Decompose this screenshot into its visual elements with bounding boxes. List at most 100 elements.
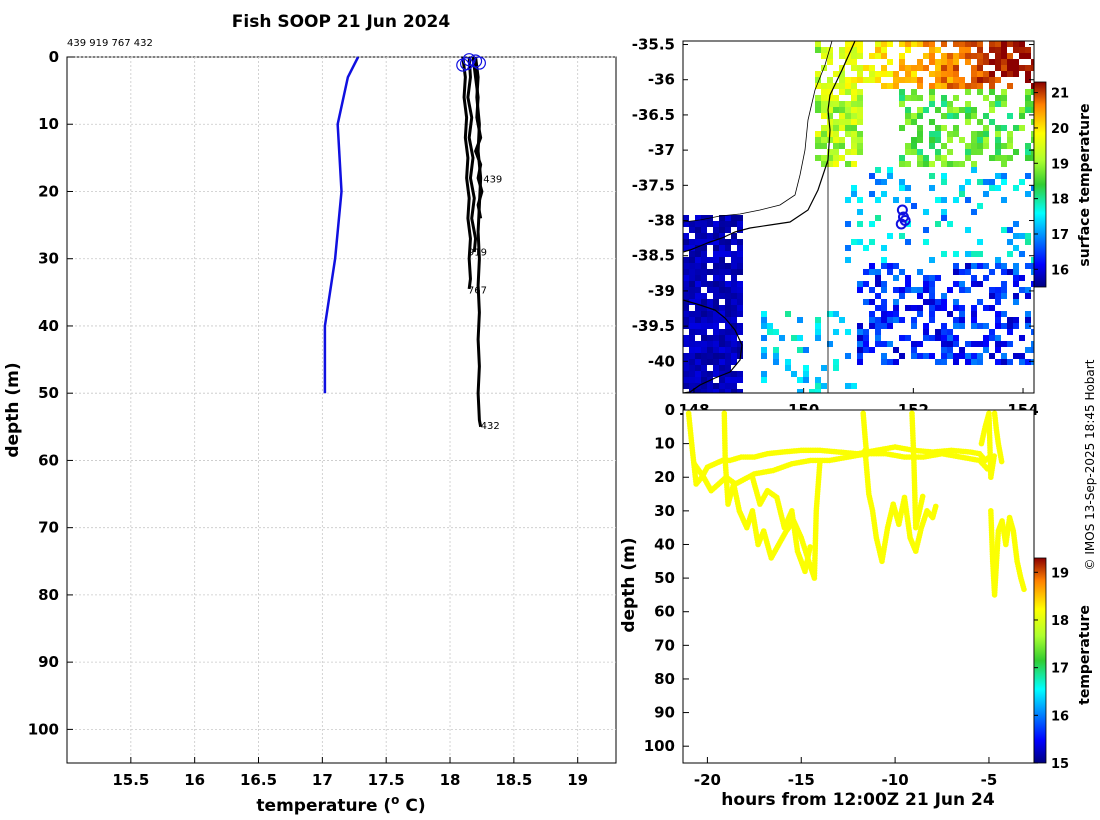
sst-cell [731, 269, 737, 275]
sst-cell [935, 137, 941, 143]
timeseries-y-axis-label: depth (m) [619, 537, 639, 632]
sst-cell [713, 245, 719, 251]
sst-cell [941, 323, 947, 329]
sst-cell [839, 83, 845, 89]
sst-cell [761, 371, 767, 377]
sst-cell [893, 359, 899, 365]
sst-cell [887, 341, 893, 347]
sst-cell [1025, 359, 1031, 365]
sst-cell [839, 53, 845, 59]
sst-cell [833, 71, 839, 77]
profile-y-tick-label: 100 [28, 720, 59, 738]
sst-cell [983, 125, 989, 131]
sst-cell [725, 245, 731, 251]
sst-cell [899, 125, 905, 131]
timeseries-y-tick-label: 70 [654, 636, 675, 654]
profile-x-tick-label: 18.5 [495, 771, 532, 789]
sst-cell [1031, 59, 1034, 65]
sst-cell [683, 353, 689, 359]
sst-cell [959, 311, 965, 317]
profile-label-432: 432 [481, 421, 500, 432]
timeseries-point [817, 460, 823, 466]
sst-cell [935, 329, 941, 335]
sst-cell [1019, 275, 1025, 281]
sst-cell [821, 125, 827, 131]
sst-cell [695, 281, 701, 287]
sst-cell [713, 269, 719, 275]
sst-cell [1007, 323, 1013, 329]
sst-cell [953, 53, 959, 59]
profile-plot: 15.5 16 16.5 17 17.5 18 18.5 19 0 10 20 30 40 50 60 70… [3, 48, 617, 816]
sst-cell [857, 53, 863, 59]
sst-cell [833, 95, 839, 101]
sst-cell [725, 323, 731, 329]
sst-cell [713, 263, 719, 269]
sst-cell [917, 125, 923, 131]
sst-cell [923, 239, 929, 245]
sst-cell [977, 47, 983, 53]
sst-cell [713, 281, 719, 287]
sst-cell [1025, 191, 1031, 197]
sst-cell [917, 269, 923, 275]
sst-cell [839, 65, 845, 71]
sst-cell [701, 353, 707, 359]
sst-cell [911, 317, 917, 323]
sst-cell [773, 353, 779, 359]
sst-cell [1013, 281, 1019, 287]
sst-cell [689, 245, 695, 251]
sst-cell [725, 281, 731, 287]
sst-cell [857, 281, 863, 287]
sst-cell [995, 299, 1001, 305]
sst-cell [995, 143, 1001, 149]
sst-cell [1001, 341, 1007, 347]
sst-cell [1001, 47, 1007, 53]
sst-cell [929, 335, 935, 341]
sst-cell [947, 101, 953, 107]
sst-cell [869, 299, 875, 305]
sst-cell [707, 323, 713, 329]
sst-cell [689, 335, 695, 341]
map-colorbar-tick-label: 19 [1051, 157, 1069, 172]
sst-cell [875, 317, 881, 323]
sst-cell [815, 329, 821, 335]
sst-cell [815, 83, 821, 89]
sst-cell [1025, 149, 1031, 155]
sst-cell [941, 41, 947, 47]
sst-cell [1025, 287, 1031, 293]
sst-cell [857, 149, 863, 155]
sst-cell [707, 371, 713, 377]
sst-cell [911, 347, 917, 353]
sst-cell [935, 107, 941, 113]
timeseries-y-tick-label: 90 [654, 704, 675, 722]
sst-cell [959, 353, 965, 359]
sst-cell [911, 65, 917, 71]
sst-cell [923, 323, 929, 329]
sst-cell [689, 221, 695, 227]
sst-cell [977, 341, 983, 347]
sst-cell [821, 83, 827, 89]
sst-cell [737, 287, 743, 293]
timeseries-point [863, 452, 870, 458]
sst-cell [965, 359, 971, 365]
sst-cell [761, 353, 767, 359]
sst-cell [923, 107, 929, 113]
sst-cell [725, 293, 731, 299]
sst-cell [857, 221, 863, 227]
sst-cell [989, 335, 995, 341]
sst-cell [1031, 359, 1034, 365]
sst-cell [911, 341, 917, 347]
sst-cell [977, 281, 983, 287]
sst-cell [827, 113, 833, 119]
sst-cell [857, 47, 863, 53]
sst-cell [971, 65, 977, 71]
sst-cell [857, 353, 863, 359]
sst-cell [941, 347, 947, 353]
sst-cell [971, 341, 977, 347]
sst-cell [935, 299, 941, 305]
sst-cell [893, 197, 899, 203]
sst-cell [785, 365, 791, 371]
sst-cell [995, 149, 1001, 155]
map-colorbar-label: surface temperature [1077, 103, 1093, 266]
sst-cell [833, 149, 839, 155]
